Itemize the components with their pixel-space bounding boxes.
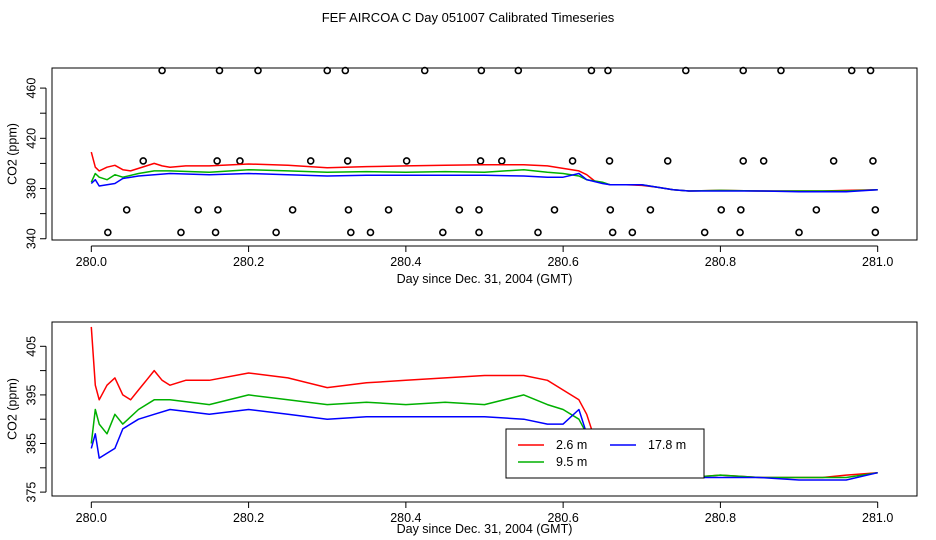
x-tick-label: 280.0 <box>76 511 107 525</box>
series-line-2-6-m <box>90 326 878 479</box>
data-point-circle <box>366 228 375 237</box>
plot-frame <box>51 67 918 241</box>
data-point-circle <box>663 157 672 165</box>
data-point-circle <box>866 66 875 75</box>
data-point-circle <box>194 206 203 214</box>
x-axis-label: Day since Dec. 31, 2004 (GMT) <box>397 522 573 536</box>
data-point-circle <box>717 206 725 214</box>
data-point-circle <box>812 206 821 214</box>
data-point-circle <box>534 228 542 237</box>
y-tick-label: 420 <box>24 128 38 149</box>
data-point-circle <box>568 157 577 165</box>
data-point-circle <box>384 206 393 214</box>
x-tick-label: 280.2 <box>233 511 264 525</box>
y-tick-label: 405 <box>24 336 38 357</box>
legend-label: 9.5 m <box>556 455 587 469</box>
bottom-panel: 280.0 280.2 280.4 280.6 280.8 281.0 Day since … <box>5 321 918 536</box>
data-point-circle <box>736 228 744 237</box>
data-point-circle <box>682 66 690 75</box>
data-point-circle <box>700 228 709 237</box>
data-point-circle <box>347 228 355 237</box>
data-point-circle <box>139 157 148 165</box>
x-tick-label: 280.6 <box>547 255 578 269</box>
y-tick-label: 380 <box>24 178 38 199</box>
data-point-circle <box>737 206 745 214</box>
data-point-circle <box>847 66 856 75</box>
top-panel: 280.0 280.2 280.4 280.6 280.8 281.0 Day since … <box>5 66 918 286</box>
data-point-circle <box>605 157 614 165</box>
data-point-circle <box>475 206 483 214</box>
data-point-circle <box>158 66 166 75</box>
x-tick-label: 280.2 <box>233 255 264 269</box>
x-tick-label: 280.4 <box>390 511 421 525</box>
data-point-circle <box>628 228 637 237</box>
data-point-circle <box>608 228 617 237</box>
data-point-circle <box>497 157 506 165</box>
data-point-circle <box>777 66 785 75</box>
data-point-circle <box>211 228 220 237</box>
data-point-circle <box>122 206 131 214</box>
data-point-circle <box>288 206 297 214</box>
data-point-circle <box>272 228 280 237</box>
series-line-17-8-m <box>90 172 878 193</box>
y-tick-label: 385 <box>24 433 38 454</box>
y-tick-label: 395 <box>24 384 38 405</box>
data-point-circle <box>759 157 768 165</box>
data-point-circle <box>606 206 615 214</box>
series-line-9-5-m <box>90 394 878 479</box>
x-tick-label: 280.0 <box>76 255 107 269</box>
y-axis-label: CO2 (ppm) <box>5 378 19 440</box>
legend-label: 2.6 m <box>556 438 587 452</box>
x-tick-label: 281.0 <box>862 255 893 269</box>
data-point-circle <box>829 157 838 165</box>
series-line-17-8-m <box>90 408 878 481</box>
plot-frame <box>51 321 918 497</box>
data-point-circle <box>477 66 486 75</box>
data-point-circle <box>323 66 332 75</box>
data-point-circle <box>795 228 803 237</box>
data-point-circle <box>215 66 224 75</box>
data-point-circle <box>177 228 185 237</box>
x-tick-label: 280.4 <box>390 255 421 269</box>
data-point-circle <box>587 66 596 75</box>
y-tick-label: 375 <box>24 482 38 503</box>
data-point-circle <box>213 157 221 165</box>
y-tick-label: 460 <box>24 78 38 99</box>
data-point-circle <box>871 206 880 214</box>
data-point-circle <box>341 66 350 75</box>
data-point-circle <box>550 206 559 214</box>
series-line-9-5-m <box>90 168 878 192</box>
data-point-circle <box>739 66 748 75</box>
data-point-circle <box>104 228 112 237</box>
data-point-circle <box>514 66 523 75</box>
data-point-circle <box>455 206 464 214</box>
figure-title: FEF AIRCOA C Day 051007 Calibrated Times… <box>322 10 615 25</box>
data-point-circle <box>439 228 447 237</box>
data-point-circle <box>475 228 483 237</box>
data-point-circle <box>869 157 877 165</box>
data-point-circle <box>236 157 244 165</box>
legend-label: 17.8 m <box>648 438 686 452</box>
data-point-circle <box>604 66 612 75</box>
x-tick-label: 281.0 <box>862 511 893 525</box>
data-point-circle <box>420 66 429 75</box>
data-point-circle <box>739 157 748 165</box>
data-point-circle <box>402 157 411 165</box>
data-point-circle <box>344 206 353 214</box>
data-point-circle <box>646 206 655 214</box>
y-axis-label: CO2 (ppm) <box>5 123 19 185</box>
x-tick-label: 280.6 <box>547 511 578 525</box>
x-tick-label: 280.8 <box>705 255 736 269</box>
data-point-circle <box>476 157 485 165</box>
data-point-circle <box>254 66 262 75</box>
data-point-circle <box>214 206 222 214</box>
x-tick-label: 280.8 <box>705 511 736 525</box>
x-axis-label: Day since Dec. 31, 2004 (GMT) <box>397 272 573 286</box>
data-point-circle <box>871 228 880 237</box>
data-point-circle <box>343 157 352 165</box>
data-point-circle <box>306 157 315 165</box>
y-tick-label: 340 <box>24 228 38 249</box>
legend-box <box>505 428 705 479</box>
